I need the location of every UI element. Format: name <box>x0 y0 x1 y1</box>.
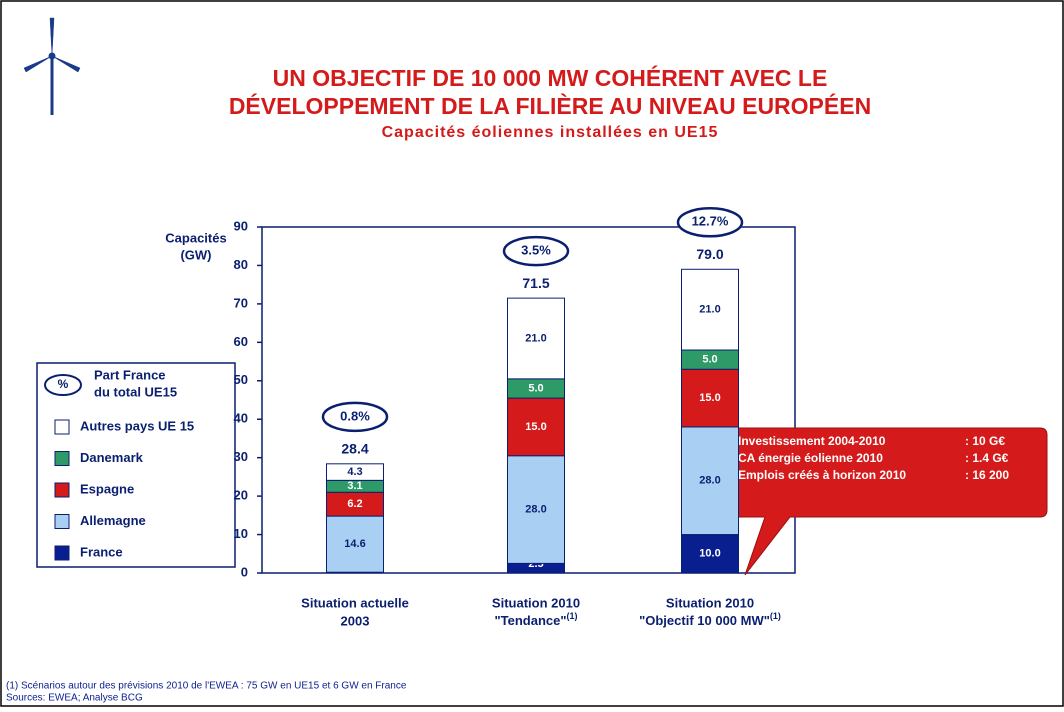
legend-swatch <box>54 419 70 435</box>
segment-label: 6.2 <box>347 498 362 510</box>
callout-value: : 1.4 G€ <box>965 451 1009 465</box>
legend-swatch <box>54 482 70 498</box>
bar-segment <box>507 297 565 380</box>
share-badge <box>676 207 744 238</box>
callout-label: CA énergie éolienne 2010 <box>738 451 883 465</box>
legend-label: Espagne <box>80 481 134 496</box>
y-tick-label: 80 <box>234 257 248 272</box>
bar-segment <box>507 397 565 457</box>
segment-label: 15.0 <box>525 421 546 433</box>
share-label: 3.5% <box>521 243 551 258</box>
segment-label: 4.3 <box>347 466 362 478</box>
segment-label: 21.0 <box>699 304 720 316</box>
callout-label: Investissement 2004-2010 <box>738 434 886 448</box>
wind-turbine-icon <box>23 17 81 115</box>
callout: Investissement 2004-2010 : 10 G€ CA énergi… <box>727 427 1048 576</box>
share-label: 0.8% <box>340 408 370 423</box>
legend-label: Danemark <box>80 450 144 465</box>
x-tick-label: "Objectif 10 000 MW"(1) <box>639 611 781 628</box>
segment-label: 3.1 <box>347 480 362 492</box>
y-tick-label: 10 <box>234 526 248 541</box>
y-tick-label: 60 <box>234 334 248 349</box>
legend-swatch <box>54 451 70 466</box>
share-symbol <box>44 374 82 396</box>
segment-label: 5.0 <box>702 354 717 366</box>
y-tick-label: 0 <box>241 564 248 579</box>
footnote: Sources: EWEA; Analyse BCG <box>6 693 143 704</box>
y-axis-label: (GW) <box>180 247 211 262</box>
legend: % Part France du total UE15 Autres pays … <box>36 362 236 568</box>
segment-label: 28.0 <box>525 503 546 515</box>
segment-label: 5.0 <box>528 382 543 394</box>
footnote: (1) Scénarios autour des prévisions 2010… <box>6 681 407 692</box>
segment-label: 14.6 <box>344 538 365 550</box>
x-tick-label-text: "Tendance" <box>494 613 566 628</box>
legend-title: du total UE15 <box>94 384 177 399</box>
share-label: 12.7% <box>692 214 729 229</box>
x-tick-label-text: "Objectif 10 000 MW" <box>639 613 770 628</box>
segment-label: 10.0 <box>699 548 720 560</box>
y-axis-label: Capacités <box>165 230 226 245</box>
legend-label: France <box>80 544 123 559</box>
legend-swatch <box>54 545 70 561</box>
y-tick-label: 70 <box>234 295 248 310</box>
total-label: 28.4 <box>341 441 368 457</box>
legend-box <box>36 362 236 568</box>
title-line: UN OBJECTIF DE 10 000 MW COHÉRENT AVEC L… <box>273 64 828 91</box>
x-tick-label: Situation 2010 <box>666 595 754 610</box>
legend-label: Autres pays UE 15 <box>80 418 194 433</box>
subtitle: Capacités éoliennes installées en UE15 <box>382 124 719 141</box>
bar-segment <box>681 268 739 351</box>
segment-label: 28.0 <box>699 475 720 487</box>
callout-label: Emplois créés à horizon 2010 <box>738 468 906 482</box>
x-tick-label: "Tendance"(1) <box>494 611 577 628</box>
callout-value: : 16 200 <box>965 468 1009 482</box>
total-label: 79.0 <box>696 246 723 262</box>
x-tick-label: Situation actuelle <box>301 595 409 610</box>
share-badge <box>321 401 389 433</box>
y-tick-label: 90 <box>234 218 248 233</box>
callout-value: : 10 G€ <box>965 434 1005 448</box>
y-tick-label: 50 <box>234 372 248 387</box>
legend-label: Allemagne <box>80 513 146 528</box>
bar-segment <box>326 463 384 481</box>
x-tick-label: Situation 2010 <box>492 595 580 610</box>
legend-swatch <box>54 514 70 529</box>
bar-segment <box>507 455 565 564</box>
segment-label: 15.0 <box>699 392 720 404</box>
x-tick-label: 2003 <box>341 613 370 628</box>
segment-label: 21.0 <box>525 332 546 344</box>
bar-segment <box>681 534 739 574</box>
y-tick-label: 20 <box>234 488 248 503</box>
legend-title: Part France <box>94 367 166 382</box>
title-line: DÉVELOPPEMENT DE LA FILIÈRE AU NIVEAU EU… <box>229 92 871 119</box>
share-symbol-text: % <box>58 377 69 391</box>
bar-segment <box>681 426 739 536</box>
x-tick-note: (1) <box>567 611 578 621</box>
y-tick-label: 30 <box>234 449 248 464</box>
y-tick-label: 40 <box>234 411 248 426</box>
share-badge <box>502 235 570 267</box>
x-tick-note: (1) <box>770 611 781 621</box>
total-label: 71.5 <box>522 275 549 291</box>
